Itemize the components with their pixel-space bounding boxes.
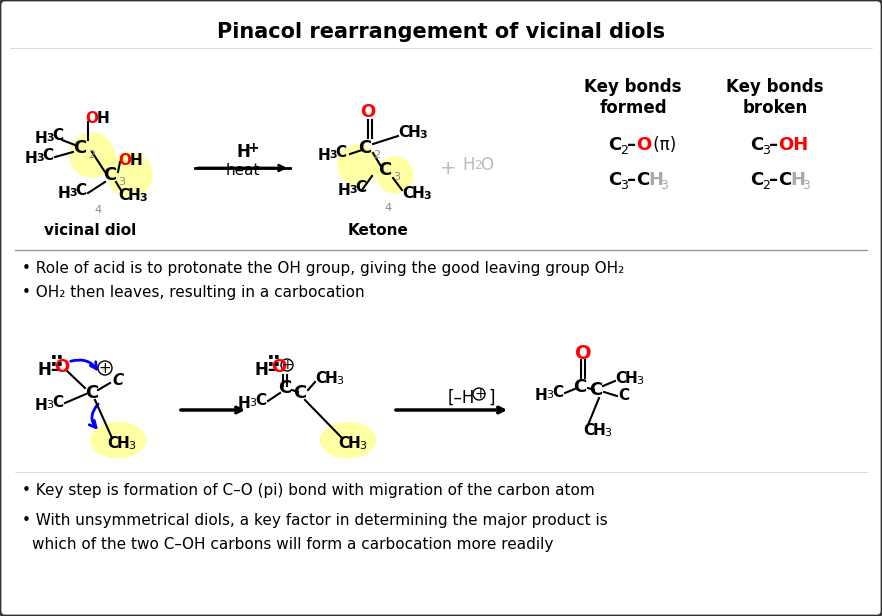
Text: H: H	[318, 147, 331, 163]
Text: H: H	[238, 395, 250, 410]
Ellipse shape	[108, 153, 152, 197]
Text: H: H	[408, 124, 421, 139]
Text: H: H	[35, 131, 48, 145]
Text: H: H	[130, 153, 143, 168]
Text: C: C	[338, 436, 349, 450]
Text: 3: 3	[249, 398, 256, 408]
Text: H: H	[790, 171, 805, 189]
Ellipse shape	[338, 145, 378, 185]
Text: O: O	[480, 156, 493, 174]
Text: O: O	[85, 110, 98, 126]
Text: 2: 2	[88, 150, 95, 160]
Text: 4: 4	[385, 203, 392, 213]
Text: C: C	[103, 166, 116, 184]
Text: 2: 2	[620, 144, 628, 156]
Text: C: C	[608, 136, 621, 154]
Text: 3: 3	[359, 441, 366, 451]
Text: C: C	[73, 139, 86, 157]
Text: heat: heat	[226, 163, 260, 177]
Text: H: H	[25, 150, 38, 166]
Text: 3: 3	[393, 172, 400, 182]
Text: +: +	[440, 158, 456, 177]
Text: :: :	[56, 351, 64, 370]
Text: –: –	[627, 171, 636, 189]
Text: C: C	[335, 145, 346, 160]
Text: C: C	[255, 392, 266, 408]
Text: C: C	[636, 171, 649, 189]
Text: 4: 4	[94, 205, 101, 215]
Text: 3: 3	[118, 177, 125, 187]
Text: O: O	[118, 153, 131, 168]
Text: C: C	[52, 128, 64, 142]
Text: [–H: [–H	[448, 389, 475, 407]
Text: 3: 3	[36, 153, 43, 163]
Text: H: H	[236, 143, 250, 161]
Text: –: –	[769, 171, 778, 189]
Text: 3: 3	[620, 179, 628, 192]
Text: 3: 3	[546, 390, 553, 400]
Text: 3: 3	[604, 428, 611, 438]
Text: +: +	[247, 141, 258, 155]
Text: • OH₂ then leaves, resulting in a carbocation: • OH₂ then leaves, resulting in a carboc…	[22, 285, 364, 299]
Text: H–: H–	[38, 361, 60, 379]
Text: 3: 3	[802, 179, 810, 192]
Text: 3: 3	[336, 376, 343, 386]
Text: O: O	[636, 136, 651, 154]
Text: 3: 3	[762, 144, 770, 156]
Text: • Role of acid is to protonate the OH group, giving the good leaving group OH₂: • Role of acid is to protonate the OH gr…	[22, 261, 624, 275]
Text: H: H	[325, 370, 338, 386]
Text: 3: 3	[660, 179, 668, 192]
Text: 3: 3	[128, 441, 135, 451]
Text: (π): (π)	[648, 136, 676, 154]
Text: H: H	[97, 110, 109, 126]
Text: H: H	[35, 397, 48, 413]
Text: vicinal diol: vicinal diol	[44, 222, 136, 238]
Text: C: C	[589, 381, 602, 399]
Text: C: C	[86, 384, 99, 402]
Text: H: H	[648, 171, 663, 189]
Ellipse shape	[70, 133, 114, 177]
Text: Ketone: Ketone	[348, 222, 408, 238]
Text: C: C	[107, 436, 118, 450]
Text: H: H	[462, 156, 475, 174]
Text: :: :	[50, 351, 58, 370]
Text: +: +	[99, 360, 111, 376]
Text: H: H	[128, 187, 141, 203]
Text: O: O	[575, 344, 591, 362]
Text: C: C	[355, 179, 366, 195]
Text: H: H	[348, 436, 361, 450]
Text: Key bonds
formed: Key bonds formed	[584, 78, 682, 117]
Text: :: :	[267, 351, 275, 370]
Text: 3: 3	[139, 193, 146, 203]
Text: 3: 3	[46, 400, 53, 410]
Text: which of the two C–OH carbons will form a carbocation more readily: which of the two C–OH carbons will form …	[32, 538, 553, 553]
Text: Key bonds
broken: Key bonds broken	[726, 78, 824, 117]
Text: C: C	[608, 171, 621, 189]
Text: 3: 3	[69, 188, 77, 198]
Text: C: C	[52, 394, 64, 410]
Text: H: H	[535, 387, 548, 402]
Text: • With unsymmetrical diols, a key factor in determining the major product is: • With unsymmetrical diols, a key factor…	[22, 513, 608, 527]
Text: C: C	[42, 147, 53, 163]
Text: C: C	[750, 171, 763, 189]
Text: H: H	[117, 436, 130, 450]
Text: C: C	[398, 124, 409, 139]
FancyArrowPatch shape	[71, 360, 97, 369]
Text: C: C	[552, 384, 563, 400]
Text: O: O	[271, 358, 287, 376]
Text: 3: 3	[636, 376, 643, 386]
Text: • Key step is formation of C–O (pi) bond with migration of the carbon atom: • Key step is formation of C–O (pi) bond…	[22, 482, 594, 498]
Ellipse shape	[91, 423, 146, 458]
Text: O: O	[54, 358, 70, 376]
Text: C: C	[778, 171, 791, 189]
Text: +: +	[475, 387, 487, 401]
Text: H: H	[593, 423, 606, 437]
Text: C: C	[315, 370, 326, 386]
Text: –: –	[627, 136, 636, 154]
Text: C: C	[573, 378, 587, 396]
Ellipse shape	[320, 423, 376, 458]
Text: C: C	[402, 185, 413, 200]
Text: H: H	[625, 370, 638, 386]
Text: 2: 2	[373, 150, 380, 160]
